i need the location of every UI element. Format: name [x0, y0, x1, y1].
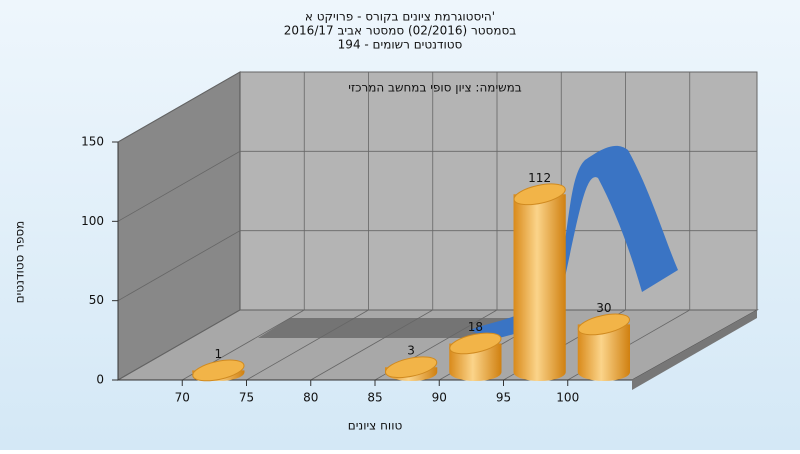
x-tick-label: 90 [432, 391, 447, 405]
bar-top [449, 332, 502, 355]
x-tick-label: 95 [496, 391, 511, 405]
fit-curve [470, 145, 678, 340]
data-label: 3 [407, 344, 415, 358]
bar-body [577, 324, 630, 381]
title-line: 194 - סטודנטים רשומים [338, 38, 463, 52]
grid-line [117, 71, 757, 143]
y-tick-label: 0 [96, 373, 104, 387]
x-tick-label: 75 [239, 391, 254, 405]
bar [577, 313, 630, 381]
bar [449, 332, 502, 381]
grid-line [374, 72, 498, 381]
data-label: 30 [596, 301, 611, 315]
title-line: בסמסטר (02/2016) סמסטר אביב 2016/17 [284, 24, 516, 38]
x-tick-label: 70 [175, 391, 190, 405]
back-wall [239, 71, 758, 311]
title-line: היסטוגרמת ציונים בקורס - פרויקט א' [305, 10, 495, 24]
grid-line [310, 72, 434, 381]
title: היסטוגרמת ציונים בקורס - פרויקט א'בסמסטר… [284, 10, 516, 52]
x-axis-label: טווח ציונים [348, 419, 403, 433]
bar-top [513, 183, 566, 206]
floor-shadow [258, 318, 510, 338]
x-tick-label: 80 [303, 391, 318, 405]
grid-line [117, 150, 757, 222]
bar-top [385, 356, 438, 379]
bar [513, 183, 566, 381]
y-axis-label: מספר סטודנטים [13, 221, 27, 304]
data-label: 112 [528, 171, 551, 185]
bar [385, 356, 438, 381]
x-tick-label: 85 [367, 391, 382, 405]
grid-line [246, 72, 369, 381]
grid-line [182, 72, 305, 381]
x-tick-label: 100 [556, 391, 579, 405]
bar-top [192, 359, 245, 382]
grid-line [117, 309, 757, 381]
floor-edge [632, 310, 757, 390]
bar-body [513, 194, 566, 381]
annotation: במשימה: ציון סופי במחשב המרכזי [348, 81, 522, 95]
y-tick-label: 150 [81, 135, 104, 149]
data-label: 18 [468, 320, 483, 334]
data-label: 1 [215, 347, 223, 361]
y-tick-label: 100 [81, 214, 104, 228]
y-tick-label: 50 [89, 293, 104, 307]
bar-top [577, 313, 630, 336]
grid-line [117, 230, 757, 302]
bar [192, 359, 245, 382]
